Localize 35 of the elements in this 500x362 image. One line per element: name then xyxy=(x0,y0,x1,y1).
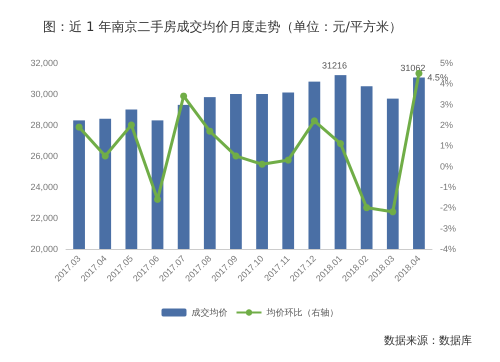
data-label: 31062 xyxy=(400,63,426,74)
point xyxy=(154,196,161,203)
point xyxy=(180,92,188,100)
y2-tick-label: 3% xyxy=(440,99,454,110)
point xyxy=(363,204,370,212)
y-tick-label: 28,000 xyxy=(30,120,58,130)
y-tick-label: 30,000 xyxy=(30,89,58,99)
y2-tick-label: 2% xyxy=(440,120,454,130)
chart-title: 图：近 1 年南京二手房成交均价月度走势（单位：元/平方米） xyxy=(43,19,402,35)
y2-tick-label: 5% xyxy=(440,58,454,68)
point xyxy=(232,152,240,160)
y-tick-label: 24,000 xyxy=(30,182,58,192)
y2-tick-label: -2% xyxy=(440,202,456,213)
point xyxy=(102,152,109,160)
point xyxy=(310,117,318,124)
point xyxy=(128,122,135,128)
point xyxy=(337,140,344,148)
point xyxy=(284,156,292,164)
point xyxy=(258,160,266,168)
y2-tick-label: -1% xyxy=(440,182,456,192)
source-note: 数据来源：数据库 xyxy=(384,334,472,347)
data-label: 31216 xyxy=(322,60,348,71)
y-tick-label: 32,000 xyxy=(30,58,58,68)
point xyxy=(76,124,83,131)
y2-tick-label: 0% xyxy=(440,161,454,172)
y-tick-label: 22,000 xyxy=(30,213,58,223)
y2-tick-label: -4% xyxy=(440,244,456,254)
legend-label: 均价环比（右轴） xyxy=(266,308,338,318)
point xyxy=(206,128,214,135)
y-tick-label: 20,000 xyxy=(30,244,58,254)
legend-label: 成交均价 xyxy=(192,308,228,318)
y2-tick-label: -3% xyxy=(440,223,456,234)
y2-tick-label: 1% xyxy=(440,140,454,151)
y-tick-label: 26,000 xyxy=(30,151,58,161)
point xyxy=(389,208,396,216)
